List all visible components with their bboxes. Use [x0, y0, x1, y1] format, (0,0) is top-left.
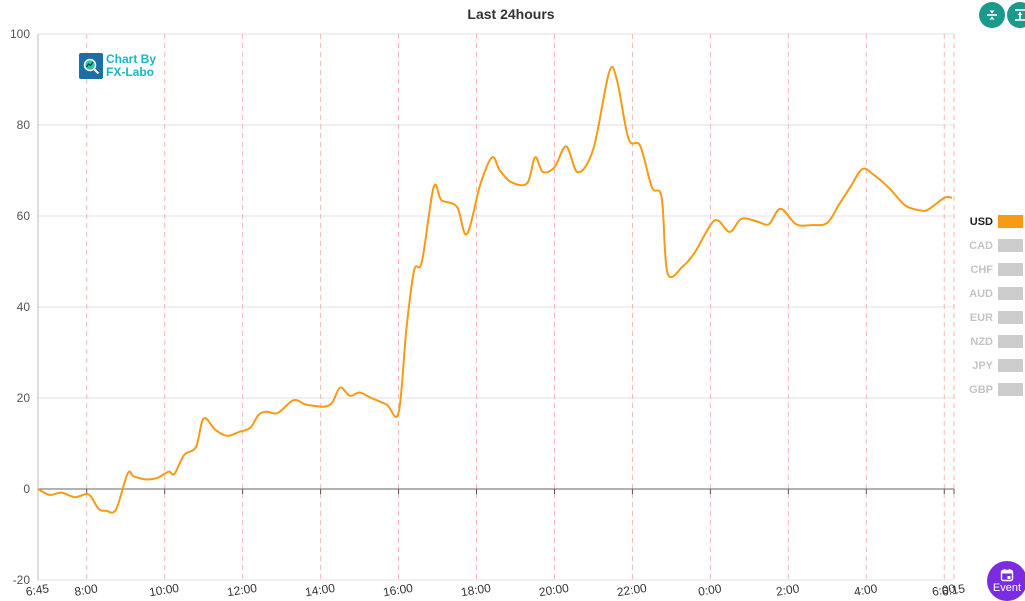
legend-item-cad[interactable]: CAD [969, 239, 1023, 252]
legend-item-chf[interactable]: CHF [970, 263, 1023, 276]
legend-swatch [998, 239, 1023, 252]
legend-item-jpy[interactable]: JPY [972, 359, 1023, 372]
y-tick-label: 20 [17, 391, 31, 405]
y-tick-label: 100 [10, 27, 30, 41]
legend-swatch [998, 263, 1023, 276]
legend-label: NZD [970, 336, 993, 348]
event-label: Event [992, 582, 1022, 594]
horizontal-gridlines [38, 33, 954, 581]
x-tick-label: 22:00 [616, 581, 648, 599]
y-tick-label: 40 [17, 300, 31, 314]
x-tick-label: 18:00 [460, 581, 492, 599]
logo: Chart By FX-Labo [79, 53, 156, 79]
x-tick-label: 8:00 [73, 581, 99, 599]
chart-title: Last 24hours [467, 6, 554, 22]
series-line-usd [37, 65, 953, 514]
legend-label: CAD [969, 240, 993, 252]
y-tick-label: 60 [17, 209, 31, 223]
series-lines [37, 65, 953, 514]
legend-item-eur[interactable]: EUR [970, 311, 1023, 324]
legend-item-gbp[interactable]: GBP [969, 383, 1023, 396]
x-tick-label: 16:00 [382, 581, 414, 599]
legend-swatch [998, 383, 1023, 396]
align-top-button[interactable] [1007, 2, 1025, 28]
x-tick-label: 2:00 [775, 581, 801, 599]
compress-vertical-button[interactable] [979, 2, 1005, 28]
x-tick-label: 12:00 [226, 581, 258, 599]
align-top-icon [1015, 9, 1025, 21]
magnifier-chart-icon [79, 53, 103, 79]
x-tick-label: 6:15 [941, 581, 967, 599]
x-tick-label: 6:45 [25, 581, 51, 599]
legend-swatch [998, 215, 1023, 228]
legend-swatch [998, 311, 1023, 324]
y-tick-label: 80 [17, 118, 31, 132]
calendar-icon [1000, 569, 1014, 582]
legend-item-nzd[interactable]: NZD [970, 335, 1023, 348]
y-tick-label: 0 [23, 482, 30, 496]
y-tick-label: -20 [13, 573, 31, 587]
legend-swatch [998, 359, 1023, 372]
logo-line-2: FX-Labo [106, 65, 154, 79]
legend-label: AUD [969, 288, 993, 300]
x-axis-ticks: 6:45 8:00 10:00 12:00 14:00 16:00 18:00 20:00 22… [25, 581, 967, 599]
x-tick-label: 10:00 [148, 581, 180, 599]
legend-label: USD [970, 216, 993, 228]
legend: USD CAD CHF AUD EUR NZD JPY GBP [969, 215, 1023, 396]
legend-item-usd[interactable]: USD [970, 215, 1023, 228]
legend-swatch [998, 335, 1023, 348]
x-tick-label: 14:00 [304, 581, 336, 599]
logo-line-1: Chart By [106, 52, 157, 66]
legend-label: CHF [970, 264, 993, 276]
x-tick-label: 6:00 [931, 581, 957, 599]
legend-label: EUR [970, 312, 993, 324]
legend-label: GBP [969, 384, 993, 396]
legend-label: JPY [972, 360, 993, 372]
legend-swatch [998, 287, 1023, 300]
legend-item-aud[interactable]: AUD [969, 287, 1023, 300]
logo-text: Chart By FX-Labo [106, 53, 156, 79]
x-tick-label: 20:00 [538, 581, 570, 599]
event-button[interactable]: Event [987, 561, 1025, 601]
x-tick-label: 0:00 [697, 581, 723, 599]
y-axis-ticks: -20 0 20 40 60 80 100 [10, 27, 30, 587]
x-tick-label: 4:00 [853, 581, 879, 599]
compress-vertical-icon [987, 10, 997, 20]
